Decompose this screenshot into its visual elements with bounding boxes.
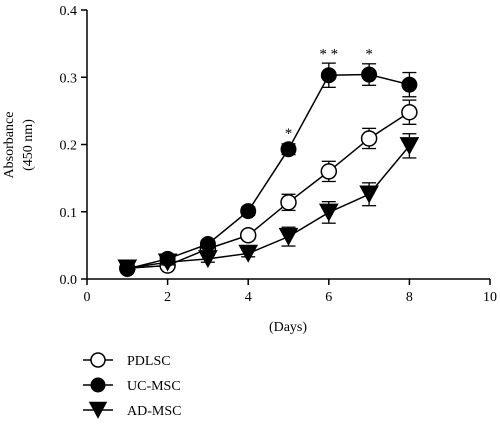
- open-circle-marker: [360, 130, 378, 147]
- legend-item-uc-msc: UC-MSC: [83, 377, 181, 394]
- y-axis-title: Absorbance: [2, 112, 17, 179]
- triangle-down-marker: [359, 185, 379, 204]
- filled-circle-marker: [280, 141, 297, 158]
- filled-circle-marker: [320, 67, 337, 84]
- series-ad-msc: [117, 133, 420, 278]
- filled-circle-marker: [199, 236, 216, 253]
- triangle-down-marker: [198, 250, 218, 269]
- x-axis-title: (Days): [269, 320, 307, 335]
- triangle-down-marker: [88, 401, 108, 419]
- x-tick-label: 4: [245, 290, 252, 305]
- tick-layer: 0 2 4 6 8 10 0.0 0.1 0.2 0.3 0.4: [60, 4, 498, 305]
- filled-circle-marker: [90, 377, 106, 393]
- x-tick-label: 0: [84, 290, 91, 305]
- significance-star: *: [285, 126, 293, 142]
- y-tick-label: 0.3: [60, 71, 78, 86]
- legend-label: AD-MSC: [127, 404, 181, 419]
- triangle-down-marker: [318, 203, 339, 222]
- significance-star: * *: [319, 46, 338, 62]
- legend: PDLSC UC-MSC AD-MSC: [83, 352, 181, 419]
- series-layer: [117, 62, 420, 278]
- x-tick-label: 6: [325, 290, 332, 305]
- triangle-down-marker: [278, 227, 299, 246]
- open-circle-marker: [280, 194, 297, 211]
- triangle-down-marker: [117, 259, 138, 278]
- filled-circle-marker: [240, 203, 257, 220]
- series-line: [127, 73, 410, 270]
- open-circle-marker: [239, 227, 257, 244]
- y-tick-label: 0.0: [60, 273, 78, 288]
- y-tick-label: 0.1: [60, 206, 78, 221]
- legend-label: PDLSC: [127, 354, 171, 369]
- annotation-layer: * * * *: [285, 46, 373, 141]
- triangle-down-marker: [399, 137, 420, 156]
- open-circle-marker: [320, 163, 338, 180]
- open-circle-marker: [90, 352, 106, 368]
- legend-item-pdlsc: PDLSC: [83, 352, 171, 369]
- y-axis-unit: (450 nm): [21, 119, 36, 171]
- significance-star: *: [365, 46, 373, 62]
- open-circle-marker: [401, 103, 418, 121]
- triangle-down-marker: [157, 253, 178, 272]
- legend-item-ad-msc: AD-MSC: [83, 401, 181, 419]
- filled-circle-marker: [401, 76, 418, 93]
- triangle-down-marker: [238, 244, 259, 263]
- x-tick-label: 2: [164, 290, 171, 305]
- x-tick-label: 8: [406, 290, 413, 305]
- filled-circle-marker: [361, 66, 378, 83]
- legend-label: UC-MSC: [127, 379, 181, 394]
- x-tick-label: 10: [483, 290, 497, 305]
- y-tick-label: 0.2: [60, 139, 78, 154]
- y-tick-label: 0.4: [60, 4, 78, 19]
- series-line: [127, 145, 410, 269]
